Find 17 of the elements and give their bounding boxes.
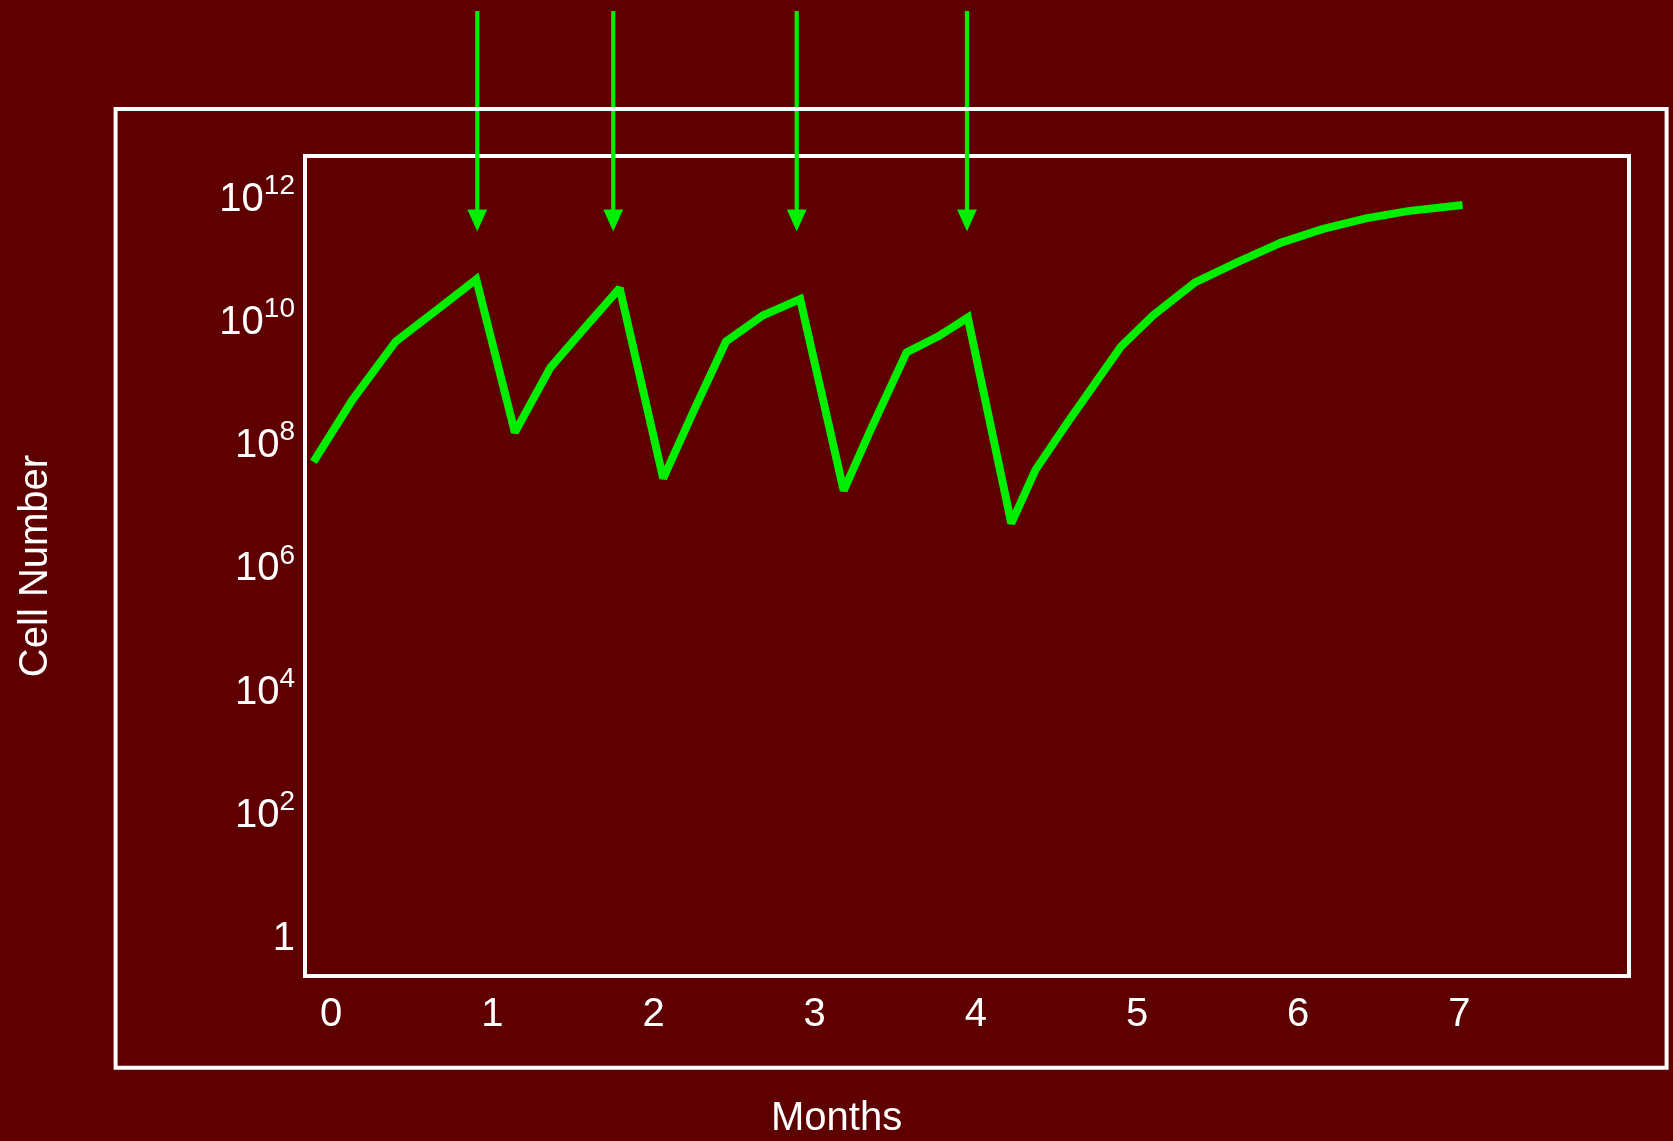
- x-tick-label: 4: [964, 990, 987, 1034]
- x-tick-label: 5: [1125, 990, 1149, 1034]
- y-tick-label: 10$^{4}$: [234, 661, 295, 712]
- y-tick-label: 1: [272, 913, 295, 958]
- x-tick-label: 6: [1287, 990, 1310, 1034]
- x-tick-label: 7: [1448, 990, 1471, 1034]
- x-tick-label: 2: [642, 990, 665, 1034]
- y-axis-title: Cell Number: [11, 454, 56, 678]
- y-tick-label: 10$^{6}$: [234, 538, 295, 589]
- x-axis-title: Months: [771, 1094, 903, 1138]
- x-tick-label: 0: [320, 990, 343, 1034]
- x-tick-label: 1: [481, 990, 504, 1034]
- y-tick-label: 10$^{2}$: [234, 784, 295, 835]
- y-tick-label: 10$^{10}$: [219, 292, 295, 343]
- y-tick-label: 10$^{12}$: [219, 169, 295, 219]
- y-tick-label: 10$^{8}$: [234, 415, 295, 466]
- x-tick-label: 3: [803, 990, 826, 1034]
